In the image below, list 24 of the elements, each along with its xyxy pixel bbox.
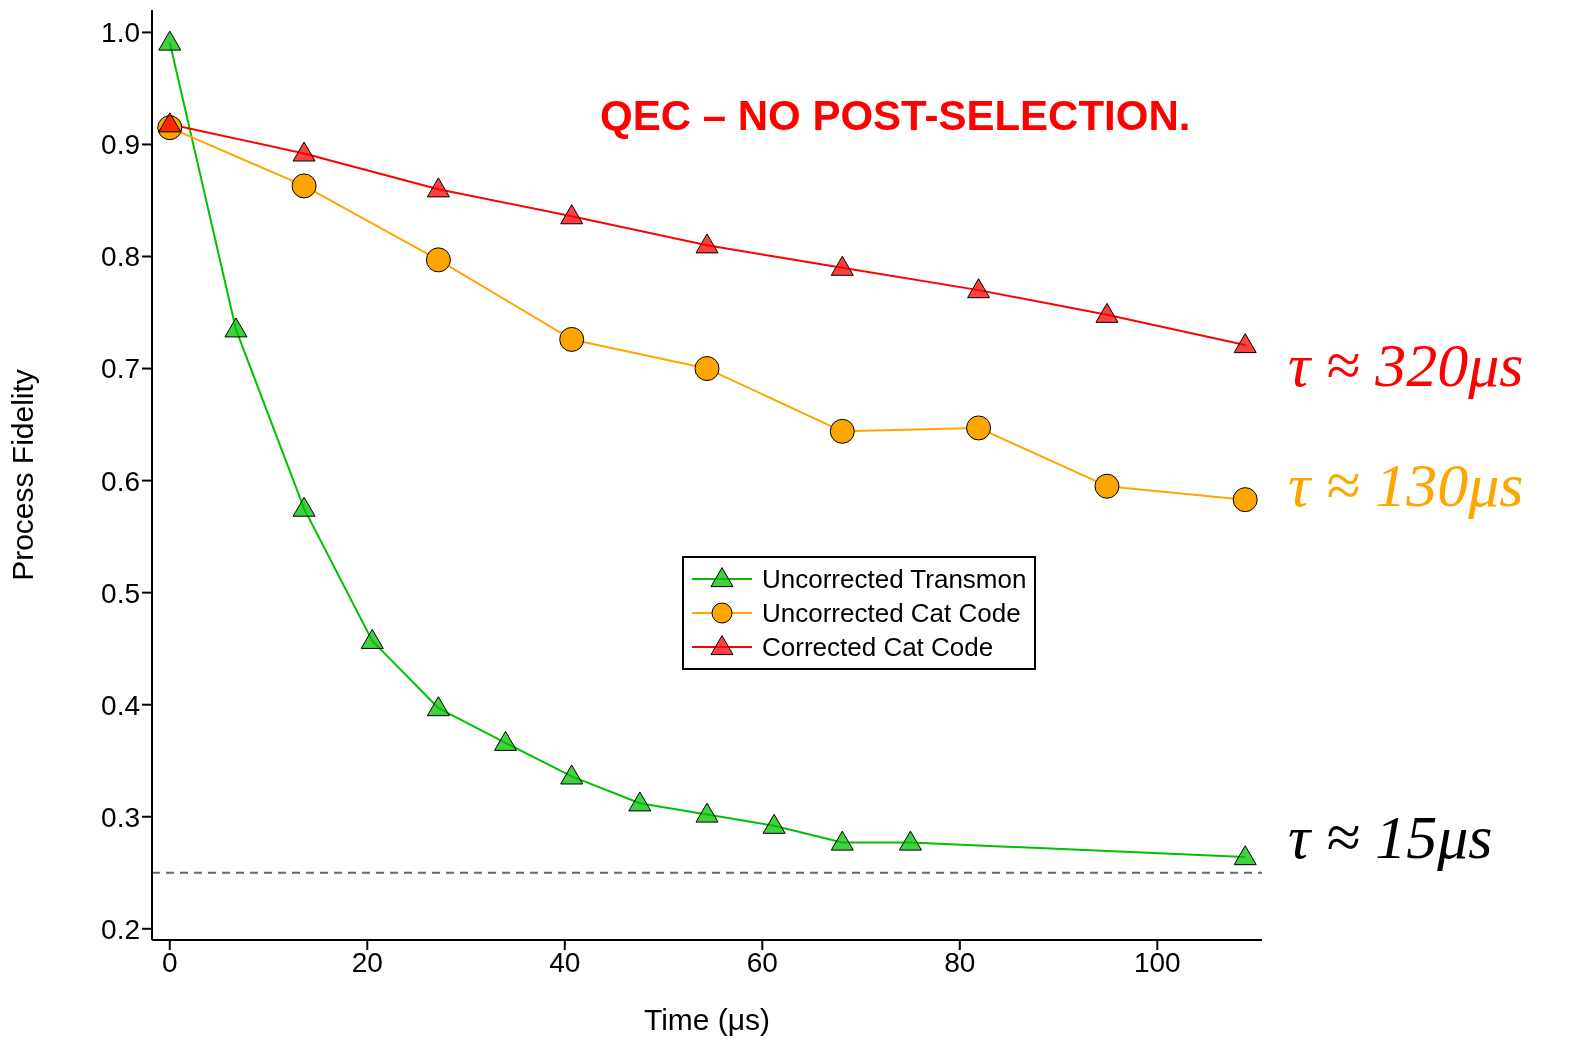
y-tick-label: 1.0 bbox=[101, 17, 140, 49]
annotation: QEC – NO POST-SELECTION. bbox=[600, 92, 1191, 140]
y-tick-label: 0.4 bbox=[101, 689, 140, 721]
x-tick-label: 20 bbox=[351, 946, 383, 978]
y-tick-label: 0.5 bbox=[101, 577, 140, 609]
x-axis-title: Time (μs) bbox=[643, 1003, 771, 1036]
y-tick-label: 0.6 bbox=[101, 465, 140, 497]
y-tick-label: 0.2 bbox=[101, 913, 140, 945]
x-tick-label: 60 bbox=[746, 946, 778, 978]
y-tick-label: 0.9 bbox=[101, 129, 140, 161]
legend-label: Uncorrected Cat Code bbox=[762, 597, 1021, 629]
x-tick-label: 0 bbox=[161, 946, 178, 978]
text: τ ≈ 15μs bbox=[1288, 802, 1493, 873]
y-tick-label: 0.7 bbox=[101, 353, 140, 385]
x-tick-label: 100 bbox=[1133, 946, 1181, 978]
x-tick-label: 40 bbox=[549, 946, 581, 978]
y-axis-title: Process Fidelity bbox=[5, 369, 39, 581]
y-tick-label: 0.3 bbox=[101, 801, 140, 833]
legend-label: Uncorrected Transmon bbox=[762, 563, 1027, 595]
y-tick-label: 0.8 bbox=[101, 241, 140, 273]
legend-label: Corrected Cat Code bbox=[762, 631, 994, 663]
text: τ ≈ 320μs bbox=[1288, 330, 1524, 401]
text: τ ≈ 130μs bbox=[1288, 450, 1524, 521]
x-tick-label: 80 bbox=[944, 946, 976, 978]
